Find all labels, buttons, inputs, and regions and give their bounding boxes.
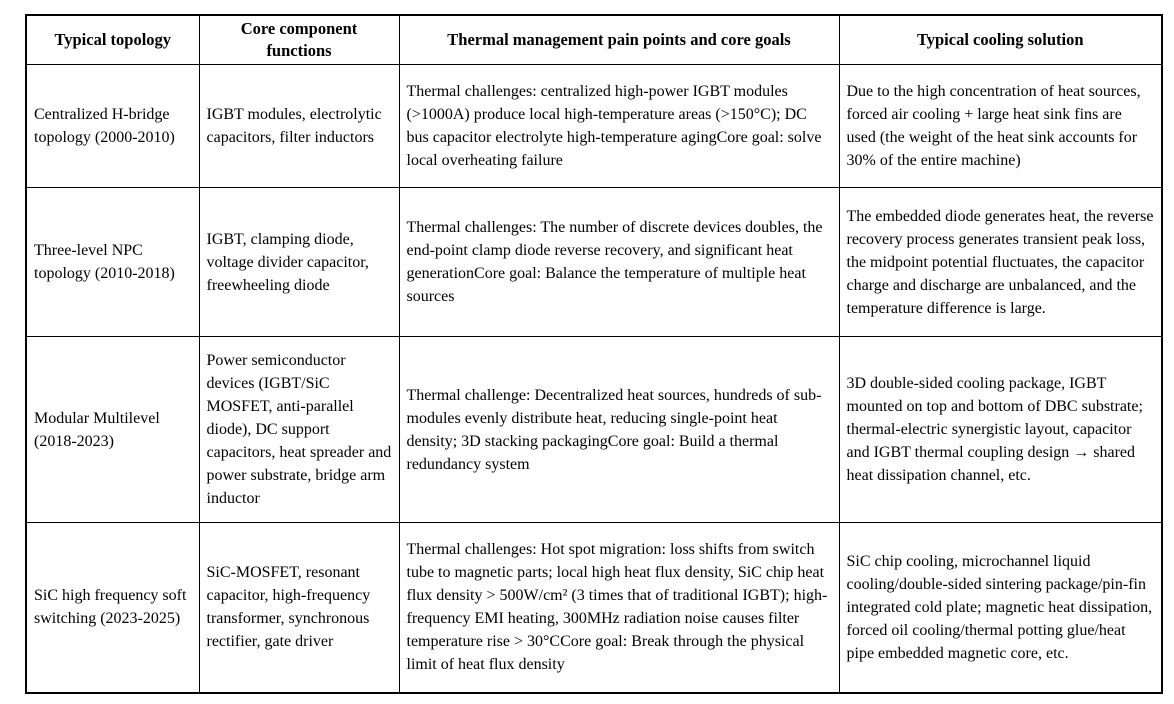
table-row-sic-soft-switching: SiC high frequency soft switching (2023-…: [25, 522, 1163, 693]
cell-pain-points: Thermal challenges: centralized high-pow…: [398, 64, 840, 188]
header-typical-topology: Typical topology: [25, 14, 200, 65]
header-typical-cooling-solution: Typical cooling solution: [838, 14, 1163, 65]
cell-topology: SiC high frequency soft switching (2023-…: [25, 522, 200, 693]
cell-cooling: Due to the high concentration of heat so…: [838, 64, 1163, 188]
table-row-three-level-npc: Three-level NPC topology (2010-2018) IGB…: [25, 187, 1163, 337]
cell-cooling: The embedded diode generates heat, the r…: [838, 187, 1163, 337]
header-thermal-pain-points: Thermal management pain points and core …: [398, 14, 840, 65]
cell-components: Power semiconductor devices (IGBT/SiC MO…: [198, 336, 400, 523]
cell-components: SiC-MOSFET, resonant capacitor, high-fre…: [198, 522, 400, 693]
cell-pain-points: Thermal challenge: Decentralized heat so…: [398, 336, 840, 523]
cell-topology: Modular Multilevel (2018-2023): [25, 336, 200, 523]
cell-components: IGBT modules, electrolytic capacitors, f…: [198, 64, 400, 188]
table-row-modular-multilevel: Modular Multilevel (2018-2023) Power sem…: [25, 336, 1163, 523]
cell-pain-points: Thermal challenges: The number of discre…: [398, 187, 840, 337]
cell-cooling: SiC chip cooling, microchannel liquid co…: [838, 522, 1163, 693]
header-row: Typical topology Core component function…: [25, 14, 1163, 65]
table-container: Typical topology Core component function…: [25, 14, 1163, 694]
header-core-component-functions: Core component functions: [198, 14, 400, 65]
cell-components: IGBT, clamping diode, voltage divider ca…: [198, 187, 400, 337]
cell-cooling: 3D double-sided cooling package, IGBT mo…: [838, 336, 1163, 523]
table-row-centralized-h-bridge: Centralized H-bridge topology (2000-2010…: [25, 64, 1163, 188]
topology-evolution-table: Typical topology Core component function…: [25, 14, 1163, 694]
cell-topology: Three-level NPC topology (2010-2018): [25, 187, 200, 337]
cell-pain-points: Thermal challenges: Hot spot migration: …: [398, 522, 840, 693]
cell-topology: Centralized H-bridge topology (2000-2010…: [25, 64, 200, 188]
